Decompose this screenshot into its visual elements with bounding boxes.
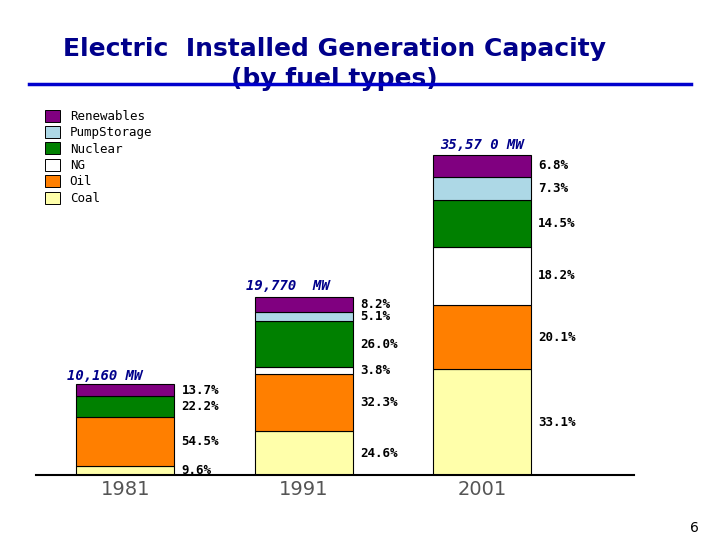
Bar	[433, 155, 531, 177]
Text: 13.7%: 13.7%	[181, 383, 219, 396]
Bar	[433, 305, 531, 369]
Text: 3.8%: 3.8%	[360, 364, 390, 377]
Text: 8.2%: 8.2%	[360, 298, 390, 311]
Bar	[433, 247, 531, 305]
Text: 35,57 0 MW: 35,57 0 MW	[440, 138, 524, 152]
Bar	[255, 312, 353, 321]
Text: 54.5%: 54.5%	[181, 435, 219, 448]
Text: 24.6%: 24.6%	[360, 447, 397, 460]
Bar	[76, 384, 174, 396]
Text: 33.1%: 33.1%	[538, 416, 576, 429]
Legend: Renewables, PumpStorage, Nuclear, NG, Oil, Coal: Renewables, PumpStorage, Nuclear, NG, Oi…	[42, 107, 155, 207]
Bar	[76, 467, 174, 475]
Text: 32.3%: 32.3%	[360, 396, 397, 409]
Bar	[255, 297, 353, 312]
Bar	[433, 177, 531, 200]
Text: 20.1%: 20.1%	[538, 330, 576, 343]
Text: 5.1%: 5.1%	[360, 310, 390, 323]
Bar	[76, 416, 174, 467]
Text: 9.6%: 9.6%	[181, 464, 212, 477]
Bar	[433, 200, 531, 247]
Bar	[76, 396, 174, 416]
Text: 26.0%: 26.0%	[360, 338, 397, 350]
Bar	[255, 367, 353, 374]
Text: 6.8%: 6.8%	[538, 159, 568, 172]
Text: 22.2%: 22.2%	[181, 400, 219, 413]
Text: 7.3%: 7.3%	[538, 182, 568, 195]
Title: Electric  Installed Generation Capacity
(by fuel types): Electric Installed Generation Capacity (…	[63, 37, 606, 91]
Text: 19,770  MW: 19,770 MW	[246, 279, 329, 293]
Text: 18.2%: 18.2%	[538, 269, 576, 282]
Text: 6: 6	[690, 521, 698, 535]
Text: 14.5%: 14.5%	[538, 217, 576, 230]
Bar	[255, 431, 353, 475]
Bar	[433, 369, 531, 475]
Bar	[255, 374, 353, 431]
Text: 10,160 MW: 10,160 MW	[67, 369, 143, 383]
Bar	[255, 321, 353, 367]
